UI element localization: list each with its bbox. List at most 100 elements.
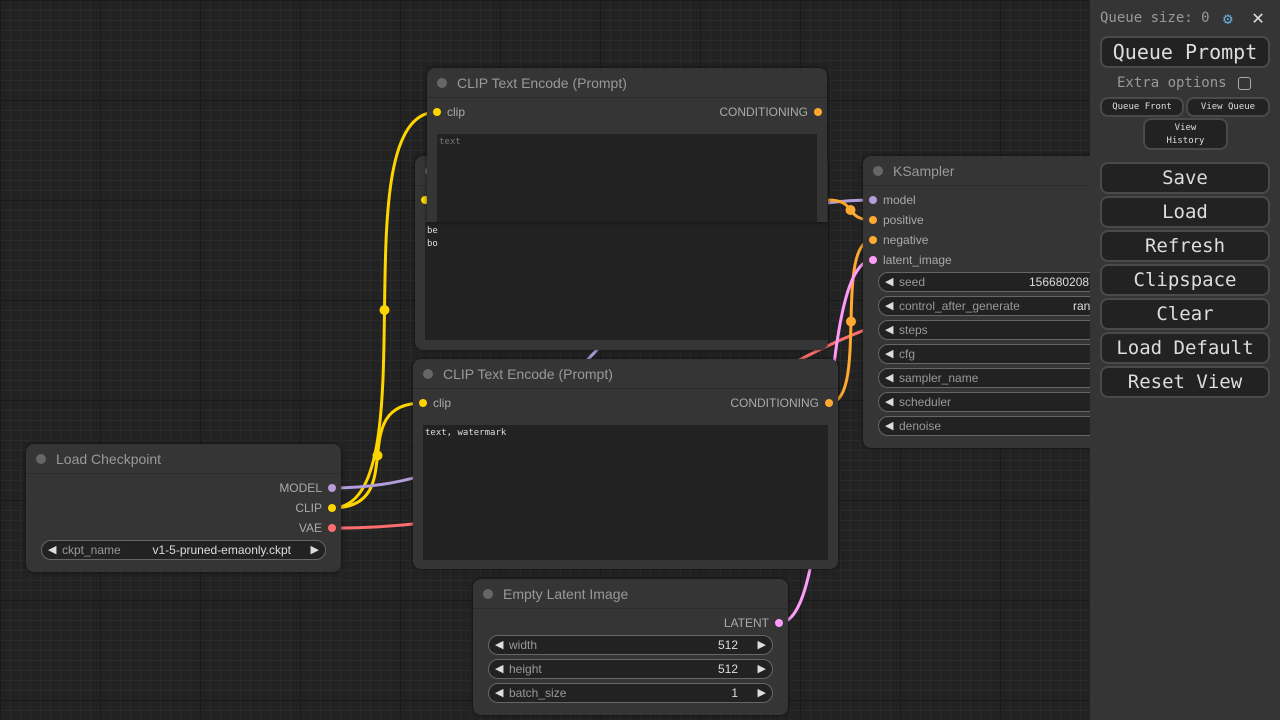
arrow-left-icon[interactable]: ◀ <box>885 276 894 288</box>
slot-dot-icon[interactable] <box>869 256 877 264</box>
prompt-textarea[interactable]: be bo <box>425 222 828 340</box>
arrow-left-icon[interactable]: ◀ <box>885 324 894 336</box>
output-clip[interactable]: CLIP <box>295 501 341 515</box>
node-title-text: CLIP Text Encode (Prompt) <box>443 366 613 382</box>
extra-options-checkbox[interactable] <box>1238 77 1251 90</box>
output-conditioning[interactable]: CONDITIONING <box>730 396 838 410</box>
arrow-right-icon[interactable]: ▶ <box>757 687 766 699</box>
widget-label: batch_size <box>509 686 567 700</box>
view-queue-button[interactable]: View Queue <box>1186 97 1270 117</box>
batch-size-widget[interactable]: ◀ batch_size 1 ▶ <box>488 683 773 703</box>
arrow-right-icon[interactable]: ▶ <box>757 663 766 675</box>
slot-dot-icon[interactable] <box>421 196 429 204</box>
arrow-left-icon[interactable]: ◀ <box>495 639 504 651</box>
slot-label: negative <box>883 233 929 247</box>
load-checkpoint-node[interactable]: Load Checkpoint MODEL CLIP VAE ◀ ckpt_nam… <box>26 444 341 572</box>
node-title[interactable]: CLIP Text Encode (Prompt) <box>427 68 827 98</box>
wire-negative-midpoint[interactable] <box>846 316 856 327</box>
widget-value: v1-5-pruned-emaonly.ckpt <box>152 543 291 557</box>
slot-label: model <box>883 193 916 207</box>
wire-clip-bottom-midpoint[interactable] <box>372 450 383 461</box>
widget-label: sampler_name <box>899 371 979 385</box>
input-latent-image[interactable]: latent_image <box>863 253 952 267</box>
widget-label: denoise <box>899 419 942 433</box>
arrow-right-icon[interactable]: ▶ <box>757 639 766 651</box>
output-conditioning[interactable]: CONDITIONING <box>719 105 827 119</box>
load-button[interactable]: Load <box>1100 196 1270 228</box>
gear-icon[interactable]: ⚙ <box>1223 9 1233 28</box>
widget-value: 1566802087 <box>1029 275 1096 289</box>
slot-dot-icon[interactable] <box>328 484 336 492</box>
empty-latent-image-node[interactable]: Empty Latent Image LATENT ◀ width 512 ▶ ◀ he… <box>473 579 788 715</box>
collapse-dot[interactable] <box>483 589 493 599</box>
input-clip[interactable] <box>415 193 435 207</box>
slot-dot-icon[interactable] <box>328 504 336 512</box>
node-title[interactable]: Empty Latent Image <box>473 579 788 609</box>
slot-label: LATENT <box>723 616 769 630</box>
slot-dot-icon[interactable] <box>433 108 441 116</box>
width-widget[interactable]: ◀ width 512 ▶ <box>488 635 773 655</box>
extra-options-label: Extra options <box>1117 75 1227 91</box>
slot-label: MODEL <box>279 481 322 495</box>
prompt-textarea[interactable]: text, watermark <box>423 425 828 560</box>
node-title[interactable]: Load Checkpoint <box>26 444 341 474</box>
input-clip[interactable]: clip <box>413 396 451 410</box>
input-model[interactable]: model <box>863 193 916 207</box>
node-title[interactable]: KSampler <box>863 156 1193 186</box>
node-title[interactable]: CLIP Text Encode (Prompt) <box>413 359 838 389</box>
arrow-left-icon[interactable]: ◀ <box>495 687 504 699</box>
widget-value: 512 <box>717 662 738 676</box>
height-widget[interactable]: ◀ height 512 ▶ <box>488 659 773 679</box>
slot-dot-icon[interactable] <box>775 619 783 627</box>
prompt-textarea[interactable]: text <box>437 134 817 222</box>
slot-dot-icon[interactable] <box>814 108 822 116</box>
widget-label: ckpt_name <box>62 543 121 557</box>
input-negative[interactable]: negative <box>863 233 928 247</box>
slot-dot-icon[interactable] <box>328 524 336 532</box>
arrow-left-icon[interactable]: ◀ <box>48 544 57 556</box>
slot-dot-icon[interactable] <box>869 236 877 244</box>
collapse-dot[interactable] <box>36 454 46 464</box>
slot-dot-icon[interactable] <box>825 399 833 407</box>
slot-dot-icon[interactable] <box>419 399 427 407</box>
wire-positive-midpoint[interactable] <box>845 205 856 215</box>
collapse-dot[interactable] <box>437 78 447 88</box>
widget-label: cfg <box>899 347 916 361</box>
collapse-dot[interactable] <box>423 369 433 379</box>
slot-label: clip <box>433 396 452 410</box>
slot-label: CLIP <box>295 501 322 515</box>
slot-dot-icon[interactable] <box>869 196 877 204</box>
widget-label: height <box>509 662 542 676</box>
close-icon[interactable]: ✕ <box>1252 5 1265 29</box>
arrow-left-icon[interactable]: ◀ <box>495 663 504 675</box>
arrow-left-icon[interactable]: ◀ <box>885 372 894 384</box>
clear-button[interactable]: Clear <box>1100 298 1270 330</box>
output-model[interactable]: MODEL <box>279 481 341 495</box>
clip-text-encode-node-bottom[interactable]: CLIP Text Encode (Prompt) clip CONDITION… <box>413 359 838 569</box>
refresh-button[interactable]: Refresh <box>1100 230 1270 262</box>
clipspace-button[interactable]: Clipspace <box>1100 264 1270 296</box>
clip-text-encode-node-top[interactable]: CLIP Text Encode (Prompt) clip CONDITION… <box>427 68 827 222</box>
output-latent[interactable]: LATENT <box>724 616 788 630</box>
widget-label: seed <box>899 275 926 289</box>
reset-view-button[interactable]: Reset View <box>1100 366 1270 398</box>
arrow-left-icon[interactable]: ◀ <box>885 396 894 408</box>
save-button[interactable]: Save <box>1100 162 1270 194</box>
ckpt-name-combo[interactable]: ◀ ckpt_name v1-5-pruned-emaonly.ckpt ▶ <box>41 540 326 560</box>
widget-label: control_after_generate <box>899 299 1020 313</box>
output-vae[interactable]: VAE <box>299 521 341 535</box>
wire-clip-top-midpoint[interactable] <box>379 305 390 315</box>
arrow-left-icon[interactable]: ◀ <box>885 300 894 312</box>
queue-prompt-button[interactable]: Queue Prompt <box>1100 36 1270 68</box>
slot-label: clip <box>447 105 466 119</box>
load-default-button[interactable]: Load Default <box>1100 332 1270 364</box>
input-clip[interactable]: clip <box>427 105 465 119</box>
input-positive[interactable]: positive <box>863 213 924 227</box>
collapse-dot[interactable] <box>873 166 883 176</box>
arrow-left-icon[interactable]: ◀ <box>885 420 894 432</box>
view-history-button[interactable]: View History <box>1143 118 1228 150</box>
arrow-right-icon[interactable]: ▶ <box>310 544 319 556</box>
slot-dot-icon[interactable] <box>869 216 877 224</box>
arrow-left-icon[interactable]: ◀ <box>885 348 894 360</box>
queue-front-button[interactable]: Queue Front <box>1100 97 1184 117</box>
